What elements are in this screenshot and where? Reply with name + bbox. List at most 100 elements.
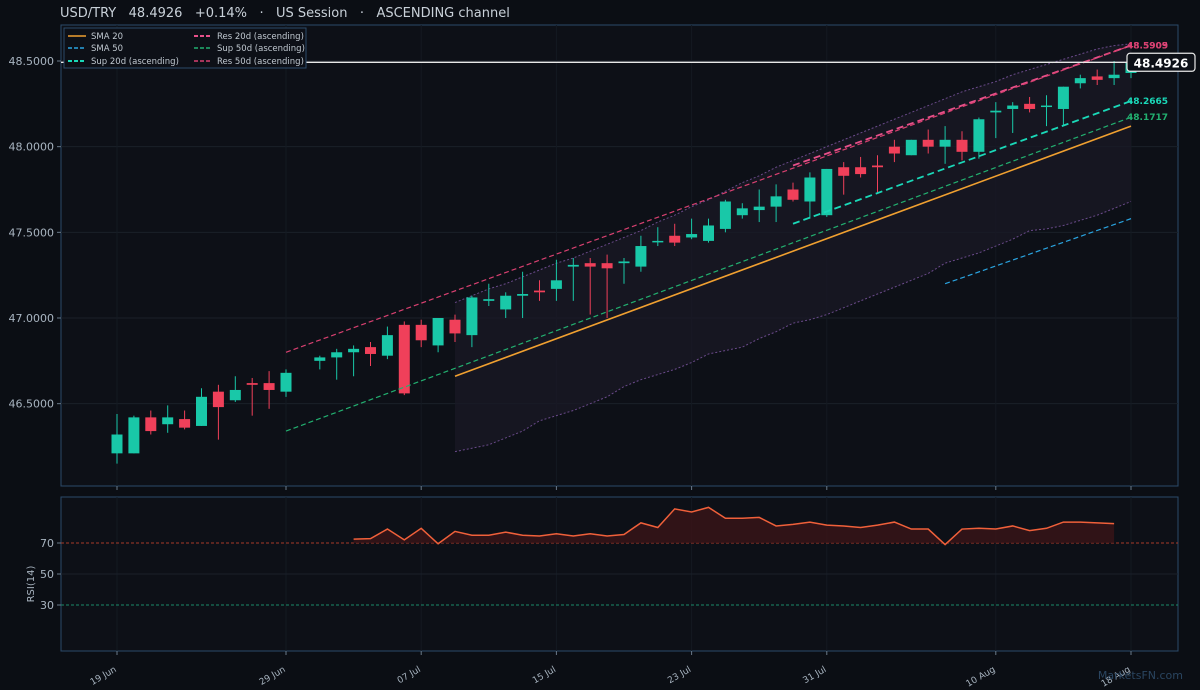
candle-body <box>212 391 224 408</box>
candle-body <box>888 146 900 154</box>
pair-label: USD/TRY <box>60 6 117 21</box>
chart-header: USD/TRY 48.4926 +0.14% · US Session · AS… <box>60 6 510 21</box>
right-level-label: 48.5909 <box>1127 41 1168 51</box>
rsi-tick-label: 50 <box>40 568 54 581</box>
candle-body <box>415 324 427 341</box>
candle-body <box>1024 103 1036 109</box>
candle-body <box>263 383 275 390</box>
candle-body <box>804 177 816 202</box>
rsi-tick-label: 70 <box>40 537 54 550</box>
candle-body <box>770 196 782 207</box>
series-line <box>792 44 1132 167</box>
rsi-axis-label: RSI(14) <box>26 566 37 603</box>
header-separator: · <box>359 6 365 21</box>
candle-body <box>601 263 613 269</box>
watermark: MarketsFN.com <box>1098 669 1183 682</box>
price-label: 48.4926 <box>128 6 183 21</box>
right-level-label: 48.2665 <box>1127 97 1168 107</box>
series-line <box>285 116 1132 432</box>
legend-entry: Sup 50d (ascending) <box>217 44 305 54</box>
price-tick-label: 46.5000 <box>9 398 55 411</box>
candle-body <box>449 319 461 334</box>
candle-body <box>1041 105 1052 108</box>
series-line <box>454 125 1132 378</box>
x-tick-label: 23 Jul <box>666 665 693 686</box>
candle-body <box>1074 78 1086 84</box>
candle-body <box>550 280 562 289</box>
candle-body <box>736 208 748 216</box>
candle-body <box>753 206 765 211</box>
right-level-label: 48.5905 <box>1127 41 1168 51</box>
candle-body <box>398 324 410 394</box>
x-tick-label: 10 Aug <box>965 665 998 690</box>
price-tick-label: 48.0000 <box>9 141 55 154</box>
candle-body <box>787 189 799 200</box>
candle-body <box>922 139 934 147</box>
candle-body <box>669 235 681 243</box>
candle-body <box>246 383 258 385</box>
price-tick-label: 47.5000 <box>9 226 55 239</box>
candle-body <box>703 225 714 241</box>
x-tick-label: 07 Jul <box>396 665 423 686</box>
channel-label: ASCENDING channel <box>376 6 510 21</box>
candle-body <box>381 335 393 356</box>
candle-body <box>686 234 698 238</box>
legend-entry: Res 20d (ascending) <box>217 32 304 42</box>
candle-body <box>128 417 140 454</box>
price-tag-label: 48.4926 <box>1134 56 1189 70</box>
candle-body <box>855 167 867 175</box>
candle-body <box>145 417 157 432</box>
candle-body <box>365 347 376 354</box>
candle-body <box>483 299 495 301</box>
candle-body <box>348 348 360 353</box>
candle-body <box>973 119 985 152</box>
session-label: US Session <box>275 6 348 21</box>
price-tick-label: 47.0000 <box>9 312 55 325</box>
candle-body <box>162 417 174 425</box>
candle-body <box>179 419 191 428</box>
candle-body <box>1091 76 1103 80</box>
candle-body <box>652 240 664 243</box>
rsi-overbought-fill <box>353 507 1115 545</box>
x-tick-label: 19 Jun <box>89 665 119 688</box>
band-upper-line <box>454 43 1132 304</box>
candle-body <box>719 201 731 229</box>
candle-body <box>111 434 123 454</box>
candle-body <box>314 357 326 361</box>
header-separator: · <box>259 6 264 21</box>
legend-box <box>63 27 307 69</box>
legend-entry: SMA 20 <box>91 32 123 42</box>
candle-body <box>905 139 917 156</box>
candle-body <box>838 167 850 176</box>
candle-body <box>1007 105 1019 109</box>
price-tick-label: 48.5000 <box>9 55 55 68</box>
candle-body <box>635 246 647 267</box>
candle-body <box>567 264 579 267</box>
x-tick-label: 15 Jul <box>531 665 558 686</box>
candle-body <box>500 295 512 310</box>
candle-body <box>196 396 207 426</box>
series-line <box>944 218 1132 285</box>
x-tick-label: 29 Jun <box>258 665 288 688</box>
candle-body <box>821 168 833 216</box>
band-lower-line <box>454 201 1132 453</box>
price-tag-box <box>1126 52 1196 72</box>
candle-body <box>280 372 292 392</box>
candle-body <box>432 318 444 346</box>
series-line <box>285 44 1132 353</box>
candle-body <box>584 263 596 267</box>
rsi-line <box>353 506 1115 546</box>
candle-body <box>990 110 1002 113</box>
x-tick-label: 31 Jul <box>802 665 829 686</box>
legend-entry: Sup 20d (ascending) <box>91 57 179 67</box>
rsi-tick-label: 30 <box>40 599 54 612</box>
right-level-label: 48.1717 <box>1127 113 1168 123</box>
candle-body <box>956 139 968 152</box>
candle-body <box>872 165 883 168</box>
series-line <box>792 100 1132 225</box>
candle-body <box>331 352 343 358</box>
legend-entry: SMA 50 <box>91 44 123 54</box>
candle-body <box>1057 86 1069 109</box>
